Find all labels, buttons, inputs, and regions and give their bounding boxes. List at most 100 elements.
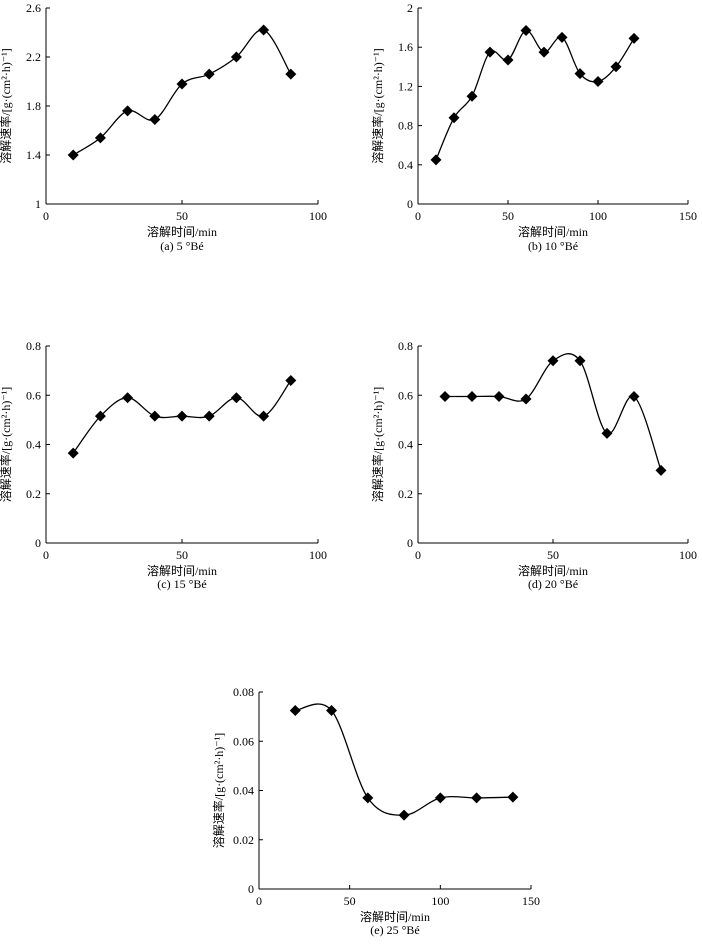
data-point-marker — [149, 113, 161, 125]
data-point-marker — [574, 68, 586, 80]
y-tick-label: 0 — [35, 536, 41, 550]
data-point-marker — [502, 54, 514, 66]
x-axis-label: 溶解时间/min — [518, 563, 588, 578]
x-tick-label: 50 — [502, 209, 514, 223]
chart-caption: (c) 15 °Bé — [157, 577, 206, 591]
data-point-marker — [628, 32, 640, 44]
x-tick-label: 100 — [589, 209, 607, 223]
y-tick-label: 0.4 — [398, 158, 413, 172]
y-tick-label: 0 — [248, 882, 254, 896]
y-tick-label: 0.2 — [398, 487, 413, 501]
y-tick-label: 1 — [35, 197, 41, 211]
chart-caption: (a) 5 °Bé — [160, 239, 203, 253]
x-tick-label: 100 — [431, 894, 449, 908]
y-tick-label: 0.6 — [26, 388, 41, 402]
y-tick-label: 1.6 — [398, 40, 413, 54]
chart-a-5-be: 1 1.4 1.8 2.2 2.6 0 50 100 溶解时间/min 溶解速率/[g·(cm²·… — [0, 1, 327, 253]
y-tick-label: 0.8 — [26, 339, 41, 353]
y-axis-label: 溶解速率/[g·(cm²·h)⁻¹] — [370, 48, 385, 164]
y-tick-label: 0.4 — [26, 438, 41, 452]
x-tick-label: 0 — [415, 209, 421, 223]
data-point-marker — [258, 410, 270, 422]
data-point-marker — [67, 447, 79, 459]
chart-d-20-be: 0 0.2 0.4 0.6 0.8 0 50 100 溶解时间/min 溶解速率/[g·(cm²·… — [370, 339, 697, 591]
y-tick-label: 2 — [407, 1, 413, 15]
chart-caption: (d) 20 °Bé — [528, 577, 578, 591]
chart-caption: (e) 25 °Bé — [370, 923, 419, 937]
data-point-marker — [122, 392, 134, 404]
y-tick-label: 0.6 — [398, 388, 413, 402]
x-axis-label: 溶解时间/min — [147, 224, 217, 239]
data-point-marker — [362, 792, 374, 804]
data-point-marker — [285, 68, 297, 80]
x-tick-label: 50 — [176, 209, 188, 223]
y-tick-label: 0 — [407, 536, 413, 550]
x-tick-label: 150 — [522, 894, 540, 908]
data-point-marker — [601, 427, 613, 439]
data-point-marker — [484, 46, 496, 58]
y-tick-label: 0 — [407, 197, 413, 211]
x-axis-label: 溶解时间/min — [360, 909, 430, 924]
data-point-marker — [203, 410, 215, 422]
x-tick-label: 0 — [256, 894, 262, 908]
y-axis-label: 溶解速率/[g·(cm²·h)⁻¹] — [211, 733, 226, 849]
data-point-marker — [538, 46, 550, 58]
data-point-marker — [439, 390, 451, 402]
x-tick-label: 50 — [344, 894, 356, 908]
data-point-marker — [592, 76, 604, 87]
series-line — [444, 353, 662, 471]
y-tick-label: 0.04 — [233, 784, 254, 798]
y-tick-label: 0.8 — [398, 119, 413, 133]
x-tick-label: 100 — [309, 548, 327, 562]
data-point-marker — [285, 374, 297, 386]
data-point-marker — [94, 132, 106, 144]
data-point-marker — [466, 90, 478, 102]
y-tick-label: 2.6 — [26, 1, 41, 15]
data-point-marker — [507, 791, 519, 803]
y-tick-label: 1.4 — [26, 148, 41, 162]
y-tick-label: 1.8 — [26, 99, 41, 113]
data-point-marker — [466, 390, 478, 402]
data-point-marker — [448, 112, 460, 124]
data-point-marker — [203, 68, 215, 80]
data-point-marker — [434, 792, 446, 804]
data-point-marker — [547, 355, 559, 367]
data-point-marker — [471, 792, 483, 804]
x-axis-label: 溶解时间/min — [518, 224, 588, 239]
y-tick-label: 0.4 — [398, 438, 413, 452]
data-point-marker — [574, 355, 586, 367]
x-tick-label: 100 — [679, 548, 697, 562]
y-tick-label: 1.2 — [398, 79, 413, 93]
data-point-marker — [520, 393, 532, 405]
data-point-marker — [430, 154, 442, 166]
x-tick-label: 150 — [679, 209, 697, 223]
data-point-marker — [230, 392, 242, 404]
series-line — [72, 29, 292, 156]
data-point-marker — [628, 390, 640, 402]
data-point-marker — [122, 105, 134, 117]
data-point-marker — [258, 24, 270, 36]
data-point-marker — [67, 149, 79, 161]
x-tick-label: 0 — [43, 548, 49, 562]
data-point-marker — [149, 410, 161, 422]
chart-b-10-be: 0 0.4 0.8 1.2 1.6 2 0 50 100 150 溶解时间/min 溶解速率/[g·(… — [370, 1, 697, 253]
data-point-marker — [610, 61, 622, 73]
y-tick-label: 0.2 — [26, 487, 41, 501]
data-point-marker — [493, 390, 505, 402]
data-point-marker — [398, 809, 410, 821]
y-axis-label: 溶解速率/[g·(cm²·h)⁻¹] — [0, 48, 13, 164]
y-axis-label: 溶解速率/[g·(cm²·h)⁻¹] — [0, 387, 13, 503]
chart-caption: (b) 10 °Bé — [528, 239, 578, 253]
y-axis-label: 溶解速率/[g·(cm²·h)⁻¹] — [370, 387, 385, 503]
chart-e-25-be: 0 0.02 0.04 0.06 0.08 0 50 100 150 溶解时间/min 溶解速率/[… — [211, 685, 540, 937]
x-tick-label: 50 — [176, 548, 188, 562]
x-tick-label: 50 — [547, 548, 559, 562]
y-tick-label: 0.8 — [398, 339, 413, 353]
x-tick-label: 0 — [43, 209, 49, 223]
y-tick-label: 0.06 — [233, 734, 254, 748]
data-point-marker — [230, 51, 242, 63]
data-point-marker — [556, 31, 568, 43]
data-point-marker — [289, 704, 301, 716]
y-tick-label: 0.08 — [233, 685, 254, 699]
